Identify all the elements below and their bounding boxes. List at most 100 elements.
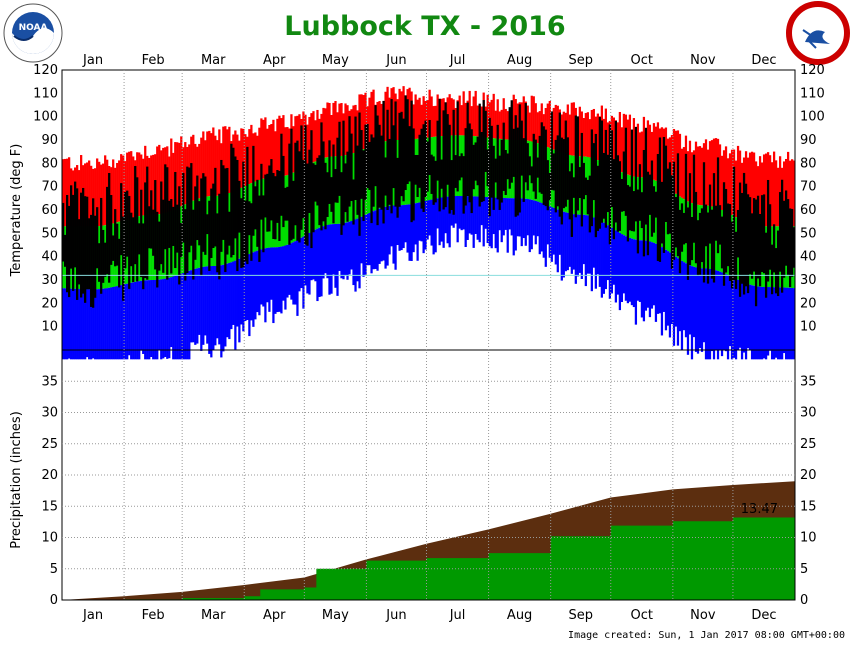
record-low-bar: [442, 197, 445, 248]
record-high-bar: [248, 129, 251, 185]
record-low-bar: [738, 280, 742, 348]
observed-bar: [396, 157, 399, 218]
record-high-bar: [276, 118, 279, 178]
record-high-bar: [324, 108, 327, 158]
observed-bar: [536, 157, 539, 178]
observed-bar: [692, 154, 696, 243]
record-low-bar: [578, 214, 581, 273]
record-high-bar: [496, 99, 499, 139]
record-low-bar: [84, 289, 87, 360]
record-low-bar: [770, 287, 774, 360]
record-low-bar: [538, 202, 541, 255]
record-high-bar: [754, 161, 758, 226]
observed-bar: [566, 137, 569, 200]
record-low-bar: [274, 247, 277, 314]
record-high-bar: [148, 157, 151, 215]
precip-tick-right: 5: [800, 562, 808, 577]
observed-bar: [368, 141, 371, 190]
record-low-bar: [636, 240, 640, 301]
observed-bar: [466, 102, 469, 197]
record-high-bar: [606, 122, 609, 165]
observed-bar: [446, 114, 449, 185]
observed-bar: [526, 143, 529, 191]
observed-bar: [680, 203, 684, 252]
record-high-bar: [688, 140, 692, 203]
record-high-bar: [708, 141, 712, 207]
record-low-bar: [386, 206, 389, 266]
record-high-bar: [778, 156, 782, 227]
record-low-bar: [286, 244, 289, 298]
month-label-bottom: Jan: [82, 608, 103, 623]
record-high-bar: [424, 101, 427, 138]
observed-bar: [236, 159, 239, 272]
record-low-bar: [412, 203, 415, 253]
precip-tick-right: 15: [800, 499, 817, 514]
record-low-bar: [630, 238, 634, 306]
record-high-bar: [78, 170, 81, 227]
observed-bar: [250, 203, 253, 261]
observed-bar: [524, 103, 527, 183]
observed-bar: [462, 156, 465, 214]
record-high-bar: [652, 123, 656, 180]
record-high-bar: [750, 151, 754, 225]
observed-bar: [214, 167, 217, 247]
observed-bar: [778, 192, 782, 272]
record-low-bar: [610, 227, 614, 294]
record-high-bar: [682, 147, 686, 200]
observed-bar: [408, 126, 411, 182]
observed-bar: [696, 220, 700, 277]
record-low-bar: [754, 286, 758, 360]
observed-bar: [538, 135, 541, 193]
record-high-bar: [64, 158, 67, 227]
record-high-bar: [544, 107, 547, 147]
record-low-bar: [530, 199, 533, 250]
observed-bar: [134, 166, 137, 265]
observed-bar: [268, 165, 271, 232]
record-low-bar: [172, 276, 175, 360]
observed-bar: [534, 139, 537, 199]
temp-tick-right: 90: [800, 133, 817, 148]
observed-bar: [338, 121, 341, 196]
record-low-bar: [562, 211, 565, 278]
observed-bar: [764, 232, 768, 298]
record-high-bar: [298, 114, 301, 170]
temp-tick-left: 120: [33, 63, 58, 78]
precip-tick-left: 20: [41, 468, 58, 483]
record-low-bar: [212, 266, 215, 351]
record-low-bar: [456, 196, 459, 243]
record-high-bar: [556, 105, 559, 152]
record-low-bar: [526, 199, 529, 236]
observed-bar: [652, 186, 656, 233]
record-low-bar: [434, 198, 437, 253]
observed-bar: [632, 191, 636, 232]
observed-bar: [242, 161, 245, 268]
observed-bar: [530, 166, 533, 184]
record-low-bar: [378, 208, 381, 264]
record-low-bar: [188, 270, 191, 360]
record-high-bar: [494, 110, 497, 139]
record-high-bar: [436, 94, 439, 137]
observed-bar: [100, 197, 103, 294]
record-low-bar: [290, 243, 293, 300]
observed-bar: [664, 145, 668, 222]
record-high-bar: [500, 109, 503, 140]
record-low-bar: [556, 209, 559, 273]
observed-bar: [342, 120, 345, 226]
record-high-bar: [562, 111, 565, 154]
record-high-bar: [312, 111, 315, 163]
record-low-bar: [312, 230, 315, 280]
observed-bar: [198, 201, 201, 246]
record-high-bar: [772, 151, 776, 227]
record-low-bar: [232, 261, 235, 325]
observed-bar: [624, 127, 628, 216]
observed-bar: [444, 102, 447, 208]
observed-bar: [488, 117, 491, 217]
record-high-bar: [418, 97, 421, 139]
record-low-bar: [126, 283, 129, 360]
record-high-bar: [502, 98, 505, 140]
observed-bar: [210, 188, 213, 258]
record-high-bar: [730, 149, 734, 216]
record-high-bar: [172, 152, 175, 210]
chart-title: Lubbock TX - 2016: [284, 11, 565, 42]
observed-bar: [150, 190, 153, 249]
